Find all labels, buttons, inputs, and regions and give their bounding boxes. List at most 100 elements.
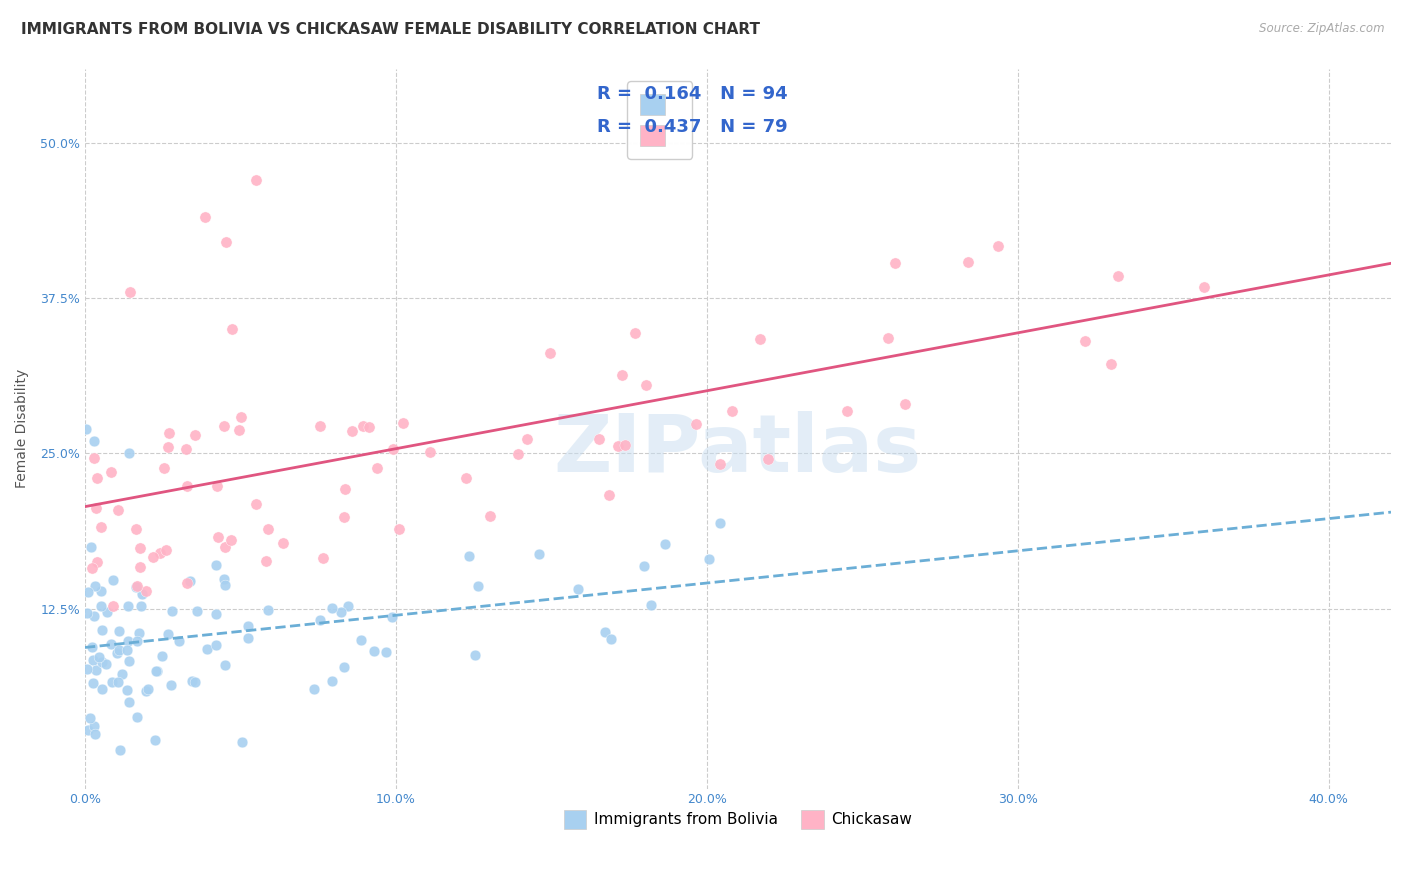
Point	[245, 497, 267, 511]
Point	[129, 599, 152, 613]
Point	[374, 645, 396, 659]
Text: R =  0.437   N = 79: R = 0.437 N = 79	[598, 118, 787, 136]
Point	[205, 638, 228, 652]
Point	[610, 368, 633, 382]
Point	[204, 558, 226, 573]
Point	[101, 674, 124, 689]
Point	[83, 609, 105, 624]
Point	[108, 743, 131, 757]
Point	[464, 648, 486, 662]
Point	[1073, 334, 1095, 348]
Point	[205, 607, 228, 621]
Point	[83, 719, 105, 733]
Point	[157, 627, 180, 641]
Point	[176, 576, 198, 591]
Point	[607, 439, 630, 453]
Point	[254, 554, 277, 568]
Point	[82, 676, 104, 690]
Point	[214, 235, 236, 250]
Point	[508, 447, 530, 461]
Point	[231, 734, 253, 748]
Text: Source: ZipAtlas.com: Source: ZipAtlas.com	[1260, 22, 1385, 36]
Point	[80, 541, 103, 555]
Point	[117, 643, 139, 657]
Point	[149, 546, 172, 560]
Point	[321, 600, 343, 615]
Point	[593, 625, 616, 640]
Point	[302, 682, 325, 697]
Text: IMMIGRANTS FROM BOLIVIA VS CHICKASAW FEMALE DISABILITY CORRELATION CHART: IMMIGRANTS FROM BOLIVIA VS CHICKASAW FEM…	[21, 22, 761, 37]
Point	[77, 585, 100, 599]
Point	[194, 211, 217, 225]
Point	[257, 603, 280, 617]
Point	[176, 479, 198, 493]
Point	[335, 483, 357, 497]
Point	[419, 445, 441, 459]
Point	[183, 674, 205, 689]
Point	[538, 345, 561, 359]
Point	[117, 634, 139, 648]
Point	[613, 438, 636, 452]
Point	[238, 618, 260, 632]
Point	[145, 665, 167, 679]
Point	[529, 547, 551, 561]
Point	[135, 584, 157, 599]
Point	[105, 646, 128, 660]
Point	[118, 446, 141, 460]
Point	[76, 663, 98, 677]
Point	[709, 516, 731, 530]
Point	[107, 503, 129, 517]
Point	[598, 488, 620, 502]
Point	[96, 605, 118, 619]
Point	[257, 522, 280, 536]
Point	[84, 500, 107, 515]
Point	[309, 613, 332, 627]
Point	[381, 610, 404, 624]
Point	[219, 533, 242, 547]
Point	[83, 450, 105, 465]
Point	[179, 574, 201, 588]
Point	[633, 559, 655, 574]
Point	[111, 667, 134, 681]
Point	[640, 598, 662, 612]
Point	[76, 723, 98, 737]
Point	[80, 640, 103, 654]
Point	[174, 442, 197, 456]
Point	[90, 584, 112, 599]
Point	[145, 664, 167, 678]
Point	[756, 451, 779, 466]
Point	[236, 631, 259, 645]
Point	[138, 682, 160, 697]
Point	[117, 654, 139, 668]
Point	[363, 644, 385, 658]
Point	[118, 695, 141, 709]
Point	[214, 658, 236, 673]
Point	[392, 416, 415, 430]
Point	[245, 173, 267, 187]
Y-axis label: Female Disability: Female Disability	[15, 369, 30, 488]
Point	[90, 599, 112, 613]
Point	[103, 574, 125, 588]
Point	[709, 457, 731, 471]
Point	[478, 508, 501, 523]
Point	[115, 683, 138, 698]
Point	[454, 471, 477, 485]
Point	[125, 633, 148, 648]
Point	[160, 604, 183, 618]
Point	[125, 523, 148, 537]
Point	[623, 326, 645, 340]
Point	[153, 461, 176, 475]
Point	[125, 710, 148, 724]
Point	[588, 433, 610, 447]
Point	[84, 663, 107, 677]
Point	[117, 599, 139, 613]
Point	[157, 426, 180, 441]
Text: ZIPatlas: ZIPatlas	[554, 411, 922, 489]
Point	[127, 579, 149, 593]
Point	[212, 572, 235, 586]
Point	[894, 397, 917, 411]
Point	[382, 442, 405, 456]
Point	[195, 641, 218, 656]
Point	[91, 623, 114, 637]
Point	[100, 637, 122, 651]
